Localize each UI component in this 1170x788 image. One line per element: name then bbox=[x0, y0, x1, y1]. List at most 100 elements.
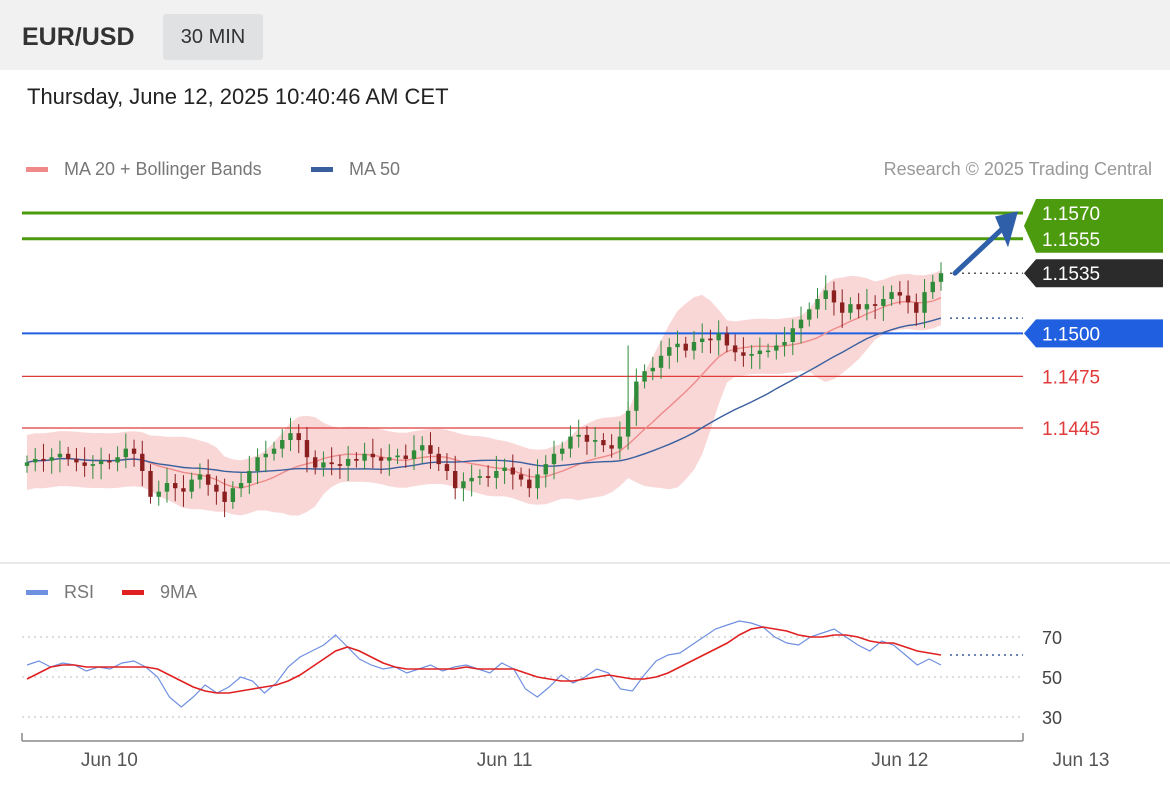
candle-body bbox=[889, 292, 894, 299]
time-axis-label: Jun 10 bbox=[81, 750, 138, 771]
ma20-swatch bbox=[26, 167, 48, 172]
candle-body bbox=[444, 464, 450, 471]
candle-body bbox=[774, 345, 779, 351]
legend-rsi: RSI bbox=[26, 582, 94, 603]
candle-body bbox=[477, 476, 483, 478]
candle-body bbox=[922, 292, 927, 313]
rsi-layer: 70 50 30 bbox=[22, 620, 1062, 728]
candle-body bbox=[930, 281, 935, 293]
candle-body bbox=[856, 304, 861, 310]
candle-body bbox=[510, 467, 516, 475]
timeframe-button[interactable]: 30 MIN bbox=[163, 14, 263, 60]
candle-body bbox=[74, 458, 79, 463]
candle-body bbox=[642, 371, 647, 382]
candle-body bbox=[815, 299, 820, 310]
ma50-swatch bbox=[311, 167, 333, 172]
candle-body bbox=[592, 440, 598, 442]
candle-body bbox=[708, 338, 713, 341]
legend-9ma: 9MA bbox=[122, 582, 197, 603]
candle-body bbox=[452, 471, 458, 489]
candle-body bbox=[354, 458, 359, 461]
candle-body bbox=[864, 304, 870, 310]
candle-body bbox=[872, 304, 878, 306]
time-axis-label: Jun 12 bbox=[871, 750, 928, 771]
candle-body bbox=[494, 471, 499, 478]
candle-body bbox=[222, 491, 227, 502]
candle-body bbox=[123, 448, 129, 458]
datetime-label: Thursday, June 12, 2025 10:40:46 AM CET bbox=[27, 84, 449, 109]
candle-body bbox=[502, 467, 507, 471]
candle-body bbox=[148, 471, 153, 497]
candle-body bbox=[535, 474, 540, 489]
time-axis-label: Jun 11 bbox=[477, 750, 533, 771]
candle-body bbox=[675, 343, 680, 348]
candle-body bbox=[551, 453, 557, 465]
candle-body bbox=[255, 457, 260, 471]
candle-body bbox=[140, 453, 145, 471]
candle-body bbox=[897, 292, 903, 296]
candle-body bbox=[321, 462, 326, 468]
candle-body bbox=[90, 464, 96, 466]
candle-body bbox=[65, 453, 71, 459]
candle-body bbox=[271, 448, 277, 454]
candle-body bbox=[280, 440, 285, 449]
candle-body bbox=[420, 445, 425, 451]
candle-body bbox=[312, 457, 318, 468]
target-arrow-head bbox=[995, 211, 1018, 248]
rsi-ma-swatch bbox=[122, 590, 144, 595]
candle-body bbox=[634, 381, 639, 411]
candle-body bbox=[57, 453, 63, 458]
candle-body bbox=[905, 295, 911, 303]
candle-body bbox=[115, 457, 120, 463]
time-axis-layer: Jun 10 Jun 11 Jun 12 Jun 13 bbox=[21, 733, 1110, 771]
candle-body bbox=[98, 460, 104, 465]
candle-body bbox=[24, 462, 30, 466]
candle-body bbox=[568, 436, 573, 449]
candle-body bbox=[914, 302, 919, 313]
candle-body bbox=[378, 457, 384, 461]
candle-body bbox=[807, 309, 812, 320]
candle-body bbox=[790, 328, 795, 342]
candle-body bbox=[658, 355, 664, 368]
candle-body bbox=[288, 433, 293, 441]
candle-body bbox=[741, 352, 746, 356]
target-tag bbox=[1024, 199, 1163, 253]
legend-ma50-label: MA 50 bbox=[349, 159, 401, 179]
candle-body bbox=[691, 342, 697, 351]
candle-body bbox=[238, 483, 244, 489]
candle-body bbox=[749, 354, 754, 356]
candle-body bbox=[461, 481, 466, 489]
candle-body bbox=[839, 302, 845, 313]
candle-body bbox=[304, 440, 310, 458]
legend-rsi-label: RSI bbox=[64, 582, 95, 602]
candle-body bbox=[848, 304, 853, 313]
candle-body bbox=[107, 460, 112, 463]
price-levels-layer bbox=[22, 211, 1023, 429]
panel-separator bbox=[0, 562, 1170, 564]
candle-body bbox=[370, 453, 376, 458]
bollinger-band bbox=[27, 270, 941, 516]
candle-body bbox=[337, 464, 343, 466]
time-axis-label: Jun 13 bbox=[1052, 750, 1109, 771]
legend-ma20-label: MA 20 + Bollinger Bands bbox=[64, 159, 262, 179]
candle-body bbox=[601, 440, 606, 446]
candle-body bbox=[576, 434, 581, 437]
candle-body bbox=[518, 474, 524, 480]
candle-body bbox=[732, 345, 738, 353]
candle-body bbox=[938, 273, 944, 282]
legend-ma20: MA 20 + Bollinger Bands bbox=[26, 159, 262, 180]
target-label: 1.1555 bbox=[1042, 230, 1100, 251]
candle-body bbox=[667, 347, 672, 356]
pivot-label: 1.1500 bbox=[1042, 324, 1100, 345]
candle-body bbox=[823, 290, 828, 299]
candle-body bbox=[214, 484, 219, 492]
candle-body bbox=[428, 445, 433, 454]
candle-body bbox=[263, 453, 268, 458]
candle-body bbox=[395, 455, 400, 458]
last-label: 1.1535 bbox=[1042, 264, 1100, 285]
candle-body bbox=[49, 457, 54, 461]
candle-body bbox=[173, 483, 178, 489]
bollinger-band-layer bbox=[27, 270, 941, 516]
candles-layer bbox=[24, 262, 944, 518]
